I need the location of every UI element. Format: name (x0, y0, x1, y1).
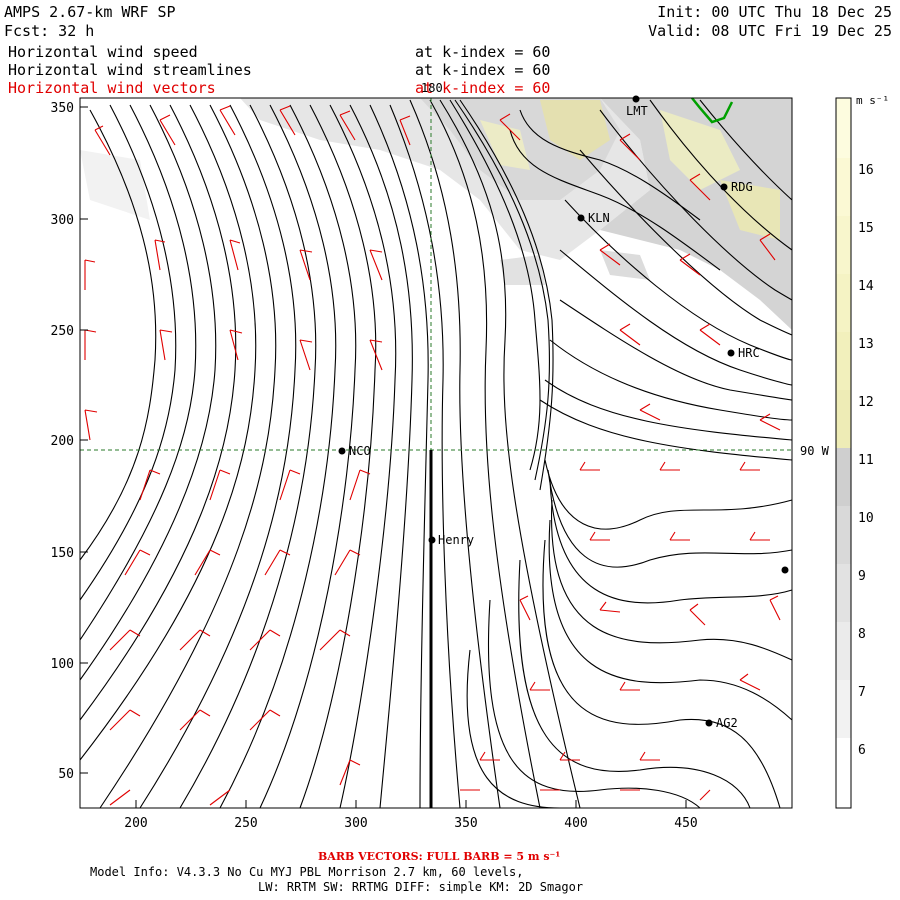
wind-speed-shading (80, 98, 792, 330)
wind-barbs (84, 105, 781, 806)
streamlines (79, 99, 793, 809)
x-axis-labels: 200 250 300 350 400 450 (124, 816, 697, 831)
model-info: Model Info: V4.3.3 No Cu MYJ PBL Morriso… (90, 865, 524, 879)
field-name-vectors: Horizontal wind vectors (8, 79, 216, 97)
station-dot-unlabeled[interactable] (781, 566, 789, 574)
colorbar: m s⁻¹ 6 7 8 9 10 11 12 13 14 15 16 (835, 94, 889, 809)
x-tick-label: 400 (564, 816, 587, 831)
colorbar-label: 13 (858, 337, 874, 352)
field-name-streamlines: Horizontal wind streamlines (8, 61, 252, 79)
station-label-kln: KLN (588, 211, 610, 225)
y-tick-label: 100 (51, 657, 74, 672)
field-name-speed: Horizontal wind speed (8, 43, 198, 61)
station-dot-rdg[interactable] (720, 183, 728, 191)
x-tick-label: 300 (344, 816, 367, 831)
colorbar-label: 10 (858, 511, 874, 526)
y-tick-label: 250 (51, 324, 74, 339)
station-dot-hrc[interactable] (727, 349, 735, 357)
station-label-hrc: HRC (738, 346, 760, 360)
colorbar-label: 15 (858, 221, 874, 236)
station-label-lmt: LMT (626, 104, 648, 118)
colorbar-label: 11 (858, 453, 874, 468)
x-tick-label: 250 (234, 816, 257, 831)
station-dot-henry[interactable] (428, 536, 436, 544)
station-dot-lmt[interactable] (632, 95, 640, 103)
y-tick-label: 300 (51, 213, 74, 228)
field-level-streamlines: at k-index = 60 (415, 61, 551, 79)
colorbar-label: 12 (858, 395, 874, 410)
x-tick-label: 350 (454, 816, 477, 831)
parallel-label: 90 W (800, 444, 830, 458)
y-tick-label: 50 (58, 767, 74, 782)
y-tick-label: 200 (51, 434, 74, 449)
forecast-hour: Fcst: 32 h (4, 22, 95, 40)
colorbar-unit: m s⁻¹ (856, 94, 889, 107)
meridian-label: 180 (421, 81, 443, 95)
x-tick-label: 450 (674, 816, 697, 831)
field-level-vectors: at k-index = 60 (415, 79, 551, 97)
colorbar-label: 14 (858, 279, 874, 294)
field-level-speed: at k-index = 60 (415, 43, 551, 61)
barb-note: BARB VECTORS: FULL BARB = 5 m s⁻¹ (318, 850, 561, 863)
colorbar-label: 8 (858, 627, 866, 642)
colorbar-labels: 6 7 8 9 10 11 12 13 14 15 16 (858, 163, 874, 758)
y-tick-label: 350 (51, 101, 74, 116)
colorbar-label: 16 (858, 163, 874, 178)
valid-time: Valid: 08 UTC Fri 19 Dec 25 (648, 22, 892, 40)
x-tick-label: 200 (124, 816, 147, 831)
station-dot-ag2[interactable] (705, 719, 713, 727)
y-tick-label: 150 (51, 546, 74, 561)
station-dot-kln[interactable] (577, 214, 585, 222)
station-label-nco: NCO (349, 444, 371, 458)
station-label-ag2: AG2 (716, 716, 738, 730)
stations: LMT RDG KLN HRC NCO Henry AG2 (338, 95, 789, 730)
colorbar-label: 7 (858, 685, 866, 700)
y-axis-labels: 50 100 150 200 250 300 350 (51, 101, 74, 782)
station-dot-nco[interactable] (338, 447, 346, 455)
colorbar-label: 6 (858, 743, 866, 758)
init-time: Init: 00 UTC Thu 18 Dec 25 (657, 3, 892, 21)
axis-ticks (80, 106, 687, 808)
model-title: AMPS 2.67-km WRF SP (4, 3, 176, 21)
station-label-rdg: RDG (731, 180, 753, 194)
station-label-henry: Henry (438, 533, 474, 547)
colorbar-label: 9 (858, 569, 866, 584)
coastline (691, 97, 734, 124)
plot-frame (79, 97, 793, 809)
physics-info: LW: RRTM SW: RRTMG DIFF: simple KM: 2D S… (258, 880, 584, 894)
